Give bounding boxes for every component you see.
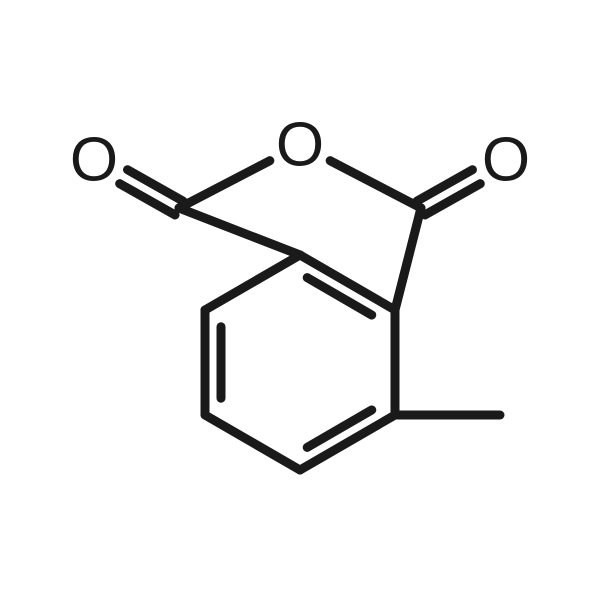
atom-label: O xyxy=(70,126,118,195)
bond xyxy=(205,415,300,470)
bond xyxy=(330,161,421,208)
bond xyxy=(205,255,300,310)
bond xyxy=(179,208,300,255)
bond xyxy=(395,208,421,310)
bond xyxy=(307,410,372,447)
atom-label: O xyxy=(276,111,324,180)
bond xyxy=(307,278,372,315)
bond xyxy=(179,161,270,208)
atom-label: O xyxy=(482,126,530,195)
molecule-diagram: OOO xyxy=(0,0,600,600)
